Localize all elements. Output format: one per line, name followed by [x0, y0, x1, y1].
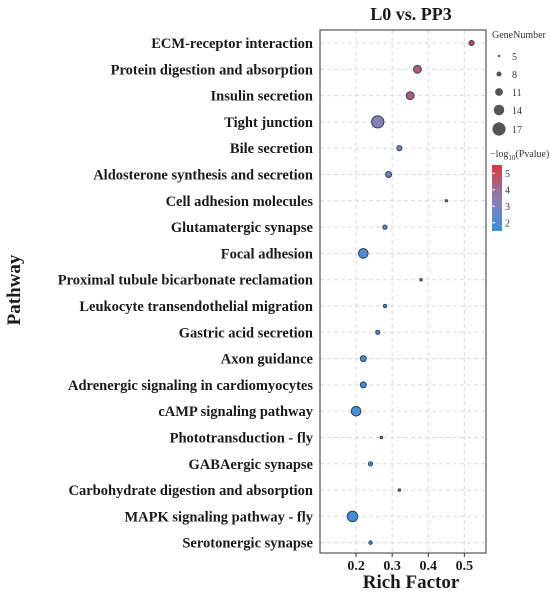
pvalue-colorbar [492, 165, 502, 231]
chart-title: L0 vs. PP3 [370, 4, 452, 24]
pathway-label: Proximal tubule bicarbonate reclamation [58, 273, 313, 289]
pathway-label: Gastric acid secretion [179, 325, 313, 341]
pathway-label: Phototransduction - fly [170, 431, 314, 447]
pathway-label: cAMP signaling pathway [158, 404, 313, 420]
pathway-label: Axon guidance [221, 352, 314, 368]
size-legend-dot [492, 122, 506, 136]
size-legend-dot [493, 104, 505, 116]
pathway-label: ECM-receptor interaction [151, 36, 313, 52]
size-legend-label: 8 [512, 70, 517, 81]
data-point [413, 64, 422, 74]
x-axis-ticks: 0.2 0.3 0.4 0.5 [347, 553, 473, 574]
plot-panel [320, 30, 486, 553]
x-tick-label: 0.3 [383, 559, 401, 574]
pathway-label: Serotonergic synapse [182, 536, 313, 552]
pathway-label: MAPK signaling pathway - fly [124, 509, 313, 525]
data-point [359, 381, 367, 389]
data-point [379, 435, 384, 440]
data-point [368, 540, 373, 545]
data-points [346, 39, 475, 545]
colorbar-tick-label: 5 [505, 169, 510, 180]
pathway-label: Carbohydrate digestion and absorption [68, 483, 313, 499]
pathway-labels: ECM-receptor interaction Protein digestio… [58, 36, 314, 552]
pathway-label: Bile secretion [230, 141, 313, 157]
data-point [367, 461, 374, 467]
data-point [385, 171, 393, 178]
pathway-label: Glutamatergic synapse [171, 220, 314, 236]
plot-panel-border [319, 29, 487, 554]
pathway-label: GABAergic synapse [189, 457, 314, 473]
grid-lines [320, 30, 486, 553]
data-point [350, 405, 362, 417]
size-legend-label: 5 [512, 52, 517, 63]
pathway-label: Cell adhesion molecules [166, 194, 314, 210]
x-tick-label: 0.4 [420, 559, 438, 574]
data-point [405, 91, 415, 100]
data-point [359, 355, 367, 363]
pvalue-legend-title: −log10(Pvalue) [490, 149, 549, 162]
size-legend-label: 11 [512, 88, 522, 99]
data-point [397, 488, 402, 492]
pathway-label: Protein digestion and absorption [111, 62, 313, 78]
data-point [444, 199, 449, 203]
pathway-label: Aldosterone synthesis and secretion [93, 168, 313, 184]
colorbar-tick-label: 2 [505, 218, 510, 229]
x-tick-label: 0.2 [347, 559, 365, 574]
size-legend-label: 17 [512, 125, 522, 136]
size-legend-dot [497, 54, 501, 58]
y-axis-title: Pathway [4, 254, 25, 325]
data-point [419, 278, 423, 282]
data-point [346, 510, 359, 523]
size-legend-label: 14 [512, 106, 522, 117]
data-point [371, 115, 385, 129]
colorbar-tick-label: 3 [505, 202, 510, 213]
data-point [382, 303, 388, 309]
size-legend-dot [495, 88, 503, 96]
gene-number-legend: GeneNumber 5 8 11 14 17 [492, 30, 547, 136]
x-tick-label: 0.5 [456, 559, 474, 574]
pathway-label: Focal adhesion [221, 246, 313, 262]
pathway-label: Leukocyte transendothelial migration [79, 299, 313, 315]
pathway-label: Adrenergic signaling in cardiomyocytes [68, 378, 313, 394]
data-point [396, 145, 403, 152]
data-point [382, 224, 388, 230]
pathway-label: Insulin secretion [211, 89, 313, 105]
data-point [375, 329, 381, 335]
x-axis-title: Rich Factor [363, 572, 460, 593]
data-point [358, 248, 369, 259]
colorbar-tick-label: 4 [505, 185, 510, 196]
gene-number-legend-title: GeneNumber [492, 30, 547, 41]
pvalue-legend: −log10(Pvalue) 5 4 3 2 [490, 149, 549, 231]
size-legend-dot [496, 71, 502, 77]
data-point [468, 39, 475, 47]
pathway-label: Tight junction [224, 115, 313, 131]
